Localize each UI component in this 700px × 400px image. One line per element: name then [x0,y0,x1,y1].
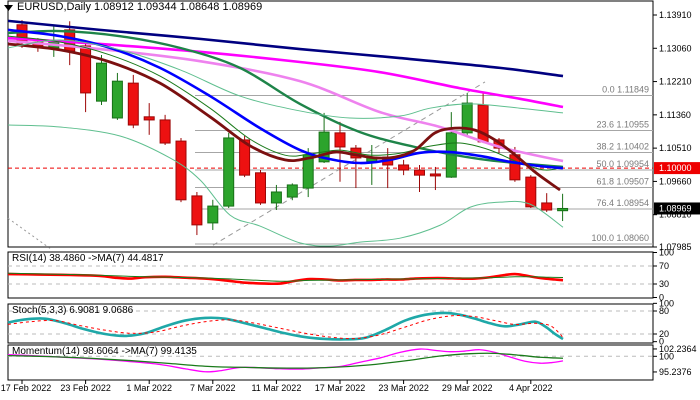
candle-body [127,82,139,126]
momentum-axis-label: 95.2376 [659,367,692,377]
fib-level-label: 0.0 1.11849 [602,85,649,95]
price-marker-box [654,162,700,175]
price-axis-label: 1.12210 [659,77,692,87]
stoch-signal [7,314,564,340]
candle-body [286,184,298,198]
rsi-indicator-label: RSI(14) 38.4860 ->MA(7) 44.4817 [12,253,164,264]
rsi-ma [7,272,564,282]
date-axis-label: 29 Mar 2022 [442,383,493,393]
price-marker-text: 1.08969 [659,203,692,213]
ma-line-darkgreen [7,29,564,169]
momentum-axis-label: 102.2364 [659,344,697,354]
candle-body [111,80,123,119]
price-marker-box [654,202,700,215]
date-axis-label: 7 Mar 2022 [190,383,236,393]
date-axis-label: 1 Mar 2022 [126,383,172,393]
stoch-axis-label: 0 [659,337,664,347]
candle-body [557,207,569,212]
rsi-panel-content: 100 70 30 0 [7,248,674,303]
price-axis-label: 1.09660 [659,176,692,186]
rsi-axis-label: 0 [659,293,664,303]
date-axis-label: 4 Apr 2022 [509,383,553,393]
candle-body [96,62,107,102]
date-axis-label: 17 Mar 2022 [315,383,366,393]
trendline[interactable] [7,217,51,249]
candle-body [525,176,537,208]
fib-level-label: 23.6 1.10955 [596,120,649,130]
candle-body [143,116,155,121]
candle-body [239,139,251,176]
overlays-layer [7,19,564,247]
candle-body [270,191,282,204]
stoch-main [7,311,564,341]
momentum-ma [7,352,564,369]
trendline[interactable] [212,81,486,246]
candle-body [461,102,473,134]
rsi-axis-label: 100 [659,248,674,258]
main-panel [7,0,654,248]
candle-body [191,195,203,226]
price-marker-text: 1.10000 [659,163,692,173]
date-axis-label: 17 Feb 2022 [1,383,52,393]
ma-line-blue [7,28,564,170]
time-scale[interactable]: 17 Feb 2022 23 Feb 2022 1 Mar 2022 7 Mar 20… [1,380,553,393]
ma-line-navy [7,19,564,78]
price-scale[interactable]: 1.13910 1.13060 1.12210 1.11360 1.10510 1.096… [653,10,700,252]
price-axis-label: 1.13060 [659,43,692,53]
candle-body [255,172,266,204]
ma-line-maroon [7,42,561,192]
stoch-axis-label: 100 [659,298,674,308]
candle-body [541,202,553,211]
momentum-indicator-label: Momentum(14) 98.6064 ->MA(7) 99.4135 [12,346,197,357]
candle-body [302,154,314,189]
candle-body [414,169,425,176]
candle-body [334,132,346,148]
price-axis-label: 1.13910 [659,10,692,20]
candle-body [398,164,410,171]
candle-body [175,140,187,201]
ma-line-band-upper [7,39,564,119]
rsi-axis-label: 30 [659,279,669,289]
stoch-indicator-label: Stoch(5,3,3) 6.9081 9.0686 [12,305,134,316]
ma-line-pink [7,39,564,163]
stoch-axis-label: 80 [659,306,669,316]
price-axis-label: 1.10510 [659,143,692,153]
candle-body [318,131,330,163]
candle-body [207,205,219,224]
chart-menu-icon[interactable] [2,2,16,14]
rsi-panel [7,251,654,299]
candle-body [159,119,171,144]
fib-level-label: 61.8 1.09507 [596,176,649,186]
momentum-axis-label: 100 [659,351,674,361]
candles-layer[interactable] [16,20,569,236]
price-axis-label: 1.08810 [659,210,692,220]
date-axis-label: 11 Mar 2022 [251,383,301,393]
candle-body [429,173,441,177]
stoch-axis-label: 20 [659,329,669,339]
fib-level-label: 76.4 1.08954 [596,198,649,208]
date-axis-label: 23 Mar 2022 [378,383,429,393]
rsi-axis-label: 70 [659,261,669,271]
price-axis-label: 1.11360 [659,110,691,120]
candle-body [80,45,92,94]
fib-level-label: 50.0 1.09954 [596,159,649,169]
ma-line-green-thin [7,35,564,171]
price-axis-label: 1.07985 [659,242,692,252]
ma-line-magenta [7,36,564,109]
candle-body [223,137,235,207]
chart-title: EURUSD,Daily 1.08912 1.09344 1.08648 1.0… [17,1,263,13]
ma-line-band-lower [7,124,564,247]
fib-level-label: 100.0 1.08060 [591,233,649,243]
date-axis-label: 23 Feb 2022 [60,383,111,393]
fib-level-label: 38.2 1.10402 [596,141,649,151]
